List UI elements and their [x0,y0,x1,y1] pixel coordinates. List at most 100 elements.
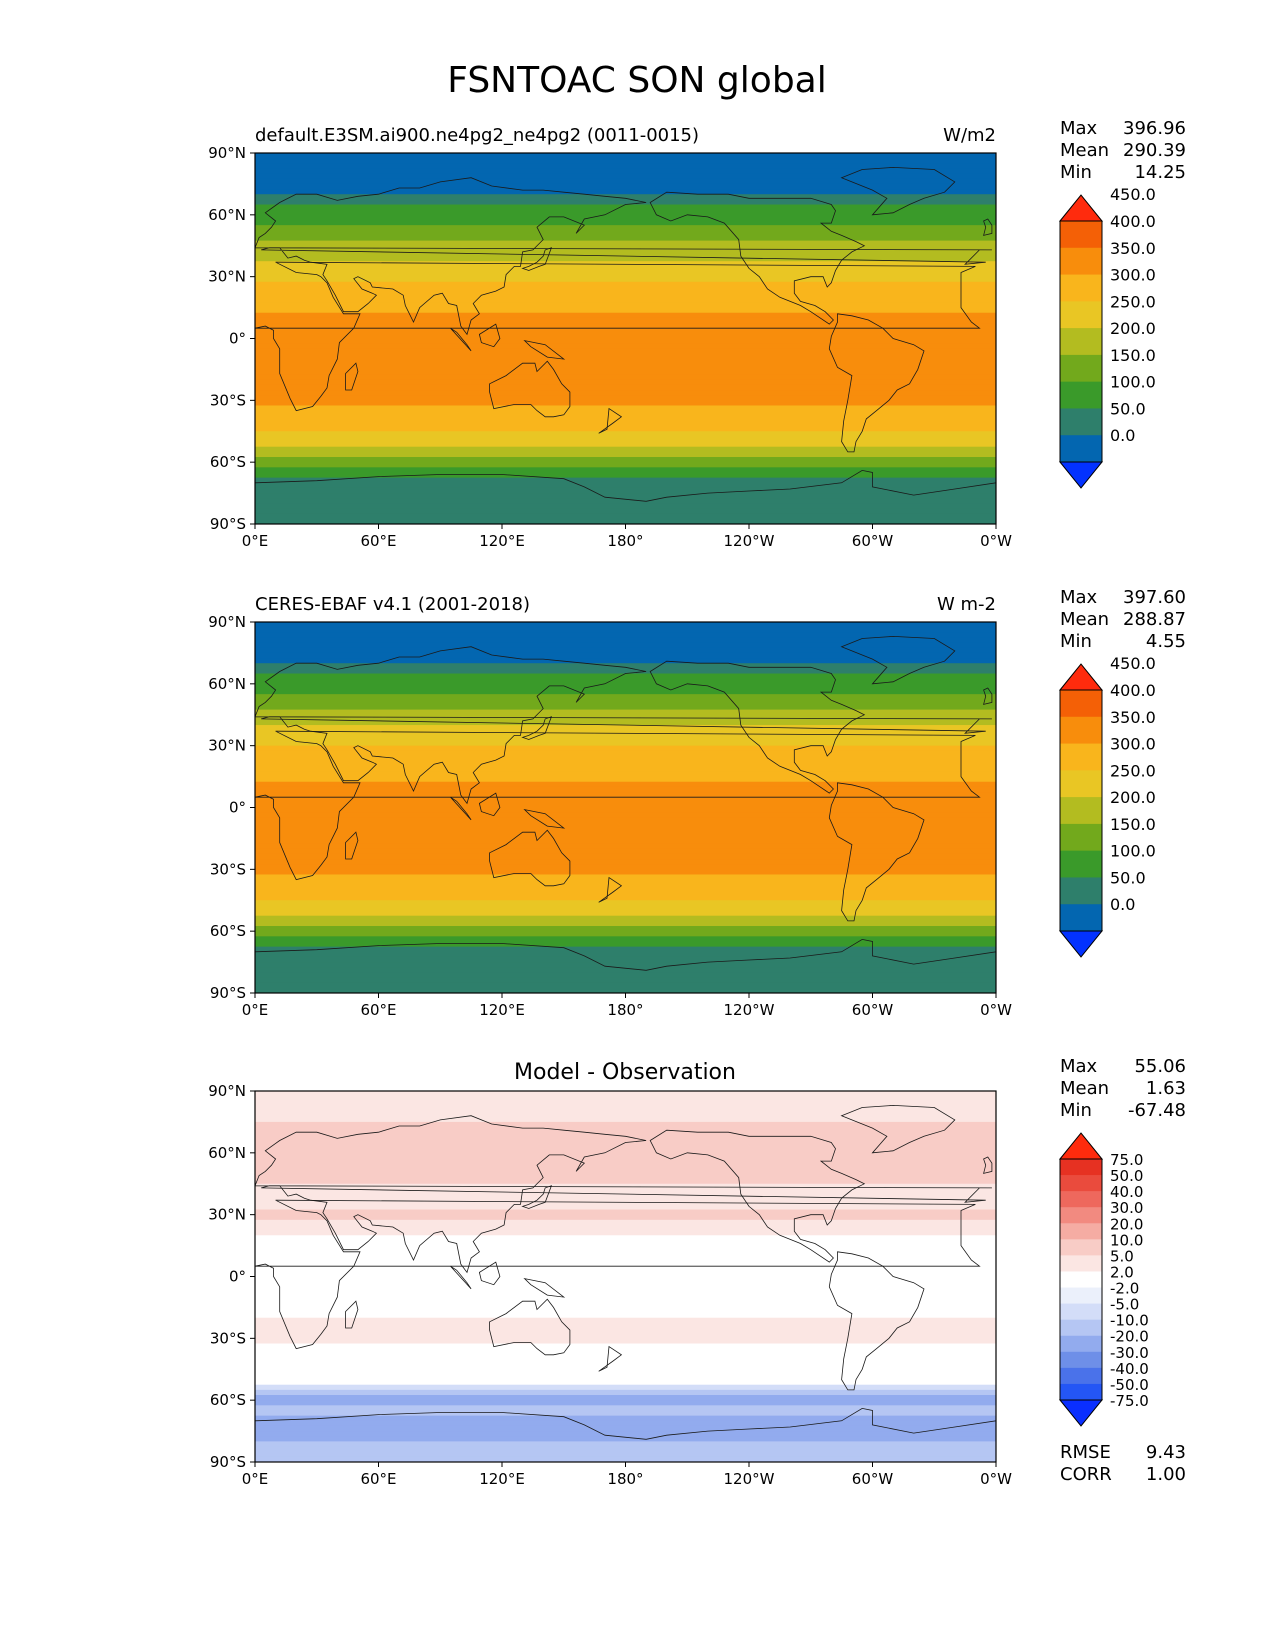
map-band [255,1271,996,1278]
colorbar-segment [1060,1319,1102,1337]
stat-value: 1.63 [1146,1078,1186,1099]
map-band [255,1230,996,1236]
x-tick-label: 60°E [360,532,396,550]
stat-label: Max [1060,587,1098,608]
map-band [255,1147,996,1154]
map-band [255,972,996,979]
colorbar: 0.0 50.0 100.0 150.0 200.0 250.0 300.0 350.0 400… [1058,654,1156,958]
colorbar-tick-label: 40.0 [1110,1183,1143,1201]
coastline [840,1104,956,1154]
map-band [255,709,996,716]
coastline [345,831,359,860]
y-tick-label: 90°N [208,144,246,162]
map-band [255,828,996,834]
map-band [255,508,996,515]
x-tick-label: 180° [607,1470,643,1488]
stat-value: -67.48 [1128,1100,1186,1121]
map-band [255,1431,996,1437]
map-band [255,766,996,773]
coastline [478,792,501,817]
coastline [489,1298,571,1356]
map-band [255,848,996,855]
colorbar-tick-label: -5.0 [1110,1296,1139,1314]
map-band [255,1348,996,1355]
map-band [255,647,996,654]
metric-label: RMSE [1060,1442,1111,1463]
panel-left-title: default.E3SM.ai900.ne4pg2_ne4pg2 (0011-0… [255,125,699,146]
map-band [255,183,996,190]
map-band [255,1425,996,1432]
map-panel-difference [255,1091,996,1462]
y-tick-label: 90°N [208,1082,246,1100]
colorbar-segment [1060,221,1102,249]
map-band [255,704,996,711]
stat-value: 4.55 [1146,631,1186,652]
colorbar-tick-label: -10.0 [1110,1312,1149,1330]
coastline [478,1261,501,1286]
map-band [255,353,996,360]
map-band [255,884,996,891]
map-band [255,1446,996,1453]
map-band [255,1178,996,1185]
coastline [255,177,992,336]
map-band [255,405,996,412]
y-axis: 90°N 60°N 30°N 0° 30°S 60°S 90°S [208,144,255,533]
colorbar-segment [1060,1255,1102,1272]
map-band [255,1395,996,1401]
map-band [255,1389,996,1396]
map-band [255,812,996,819]
map-band [255,1364,996,1370]
colorbar-segment [1060,354,1102,383]
map-band [255,477,996,484]
rmse-corr-block: RMSE 9.43 CORR 1.00 [1060,1442,1186,1485]
x-tick-label: 180° [607,1001,643,1019]
stat-label: Mean [1060,140,1109,161]
map-band [255,250,996,257]
y-tick-label: 30°S [210,1329,246,1347]
map-band [255,797,996,803]
map-band [255,694,996,700]
map-band [255,307,996,314]
colorbar-tick-label: 10.0 [1110,1231,1143,1249]
stat-value: 288.87 [1123,609,1186,630]
colorbar-tick-label: 450.0 [1110,185,1156,204]
coastline [983,687,993,705]
map-band [255,420,996,427]
map-band [255,637,996,644]
colorbar-tick-label: -40.0 [1110,1360,1149,1378]
y-tick-label: 60°S [210,1391,246,1409]
map-band [255,276,996,283]
colorbar-tick-label: 5.0 [1110,1247,1134,1265]
y-tick-label: 90°N [208,613,246,631]
colorbar-segment [1060,716,1102,745]
map-band [255,390,996,396]
colorbar-tick-label: 100.0 [1110,842,1156,861]
colorbar-segment [1060,381,1102,409]
y-tick-label: 30°S [210,391,246,409]
coastline [345,362,359,391]
colorbar-tick-label: 2.0 [1110,1263,1134,1281]
map-band [255,1328,996,1334]
stat-label: Min [1060,631,1092,652]
coastline [255,646,992,805]
colorbar-tick-label: 250.0 [1110,761,1156,780]
map-band [255,1163,996,1169]
colorbar-extend-min [1058,930,1104,958]
coastline [828,782,925,922]
map-band [255,1353,996,1360]
colorbar-segment [1060,797,1102,825]
map-band [255,348,996,355]
x-tick-label: 120°E [479,1470,525,1488]
x-tick-label: 60°W [852,1001,894,1019]
map-band [255,879,996,886]
y-tick-label: 30°N [208,737,246,755]
map-band [255,761,996,767]
map-band [255,1127,996,1133]
map-band [255,462,996,468]
map-band [255,281,996,288]
x-tick-label: 0°W [980,1001,1012,1019]
x-tick-label: 0°W [980,532,1012,550]
map-band [255,189,996,195]
map-band [255,333,996,340]
coastline [649,1129,866,1263]
